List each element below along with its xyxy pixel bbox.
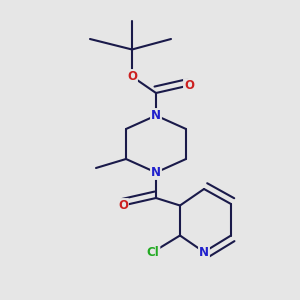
Text: N: N xyxy=(199,245,209,259)
Text: O: O xyxy=(118,199,128,212)
Text: O: O xyxy=(184,79,194,92)
Text: N: N xyxy=(151,166,161,179)
Text: O: O xyxy=(127,70,137,83)
Text: N: N xyxy=(151,109,161,122)
Text: Cl: Cl xyxy=(147,245,159,259)
